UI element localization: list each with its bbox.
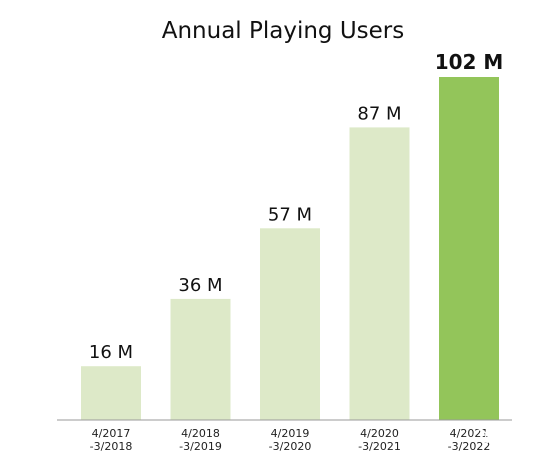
watermark: 老雅痞 — [473, 429, 528, 445]
bar-4 — [439, 77, 499, 420]
value-label-0: 16 M — [89, 342, 133, 363]
bar-3 — [349, 127, 410, 421]
value-label-3: 87 M — [357, 103, 401, 124]
value-label-2: 57 M — [268, 204, 312, 225]
bar-1 — [170, 298, 231, 420]
watermark-text: 老雅痞 — [492, 430, 528, 445]
chart-title: Annual Playing Users — [162, 18, 405, 44]
ticks-layer: 4/2017 -3/2018 4/2018 -3/2019 4/2019 -3/2020 4… — [90, 427, 491, 453]
value-label-4: 102 M — [435, 50, 504, 74]
bars-layer — [81, 77, 499, 421]
wechat-icon — [473, 429, 491, 444]
value-label-1: 36 M — [178, 275, 222, 296]
x-tick-label-2: 4/2019 -3/2020 — [269, 427, 312, 453]
labels-layer: 16 M 36 M 57 M 87 M 102 M — [89, 50, 503, 363]
bar-0 — [81, 366, 141, 420]
bar-2 — [260, 228, 320, 420]
x-tick-label-3: 4/2020 -3/2021 — [358, 427, 401, 453]
x-tick-label-1: 4/2018 -3/2019 — [179, 427, 222, 453]
x-tick-label-0: 4/2017 -3/2018 — [90, 427, 133, 453]
